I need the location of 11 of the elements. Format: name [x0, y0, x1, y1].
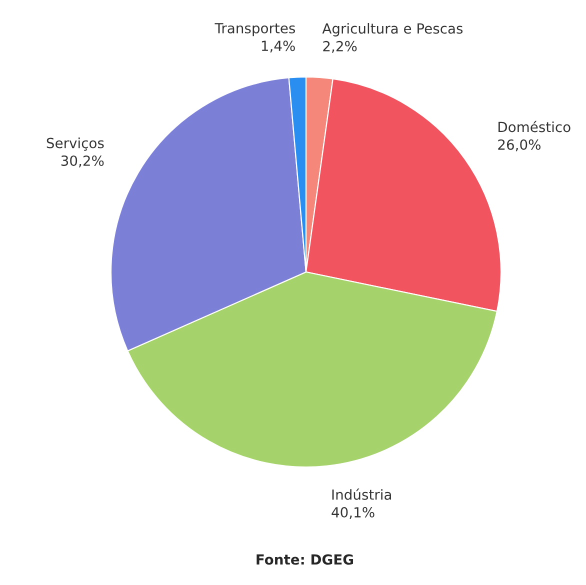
data-label: 1,4% — [262, 40, 295, 53]
slice-label: Transportes — [214, 23, 296, 36]
source-note: Fonte: DGEG — [256, 554, 354, 565]
slice-label: Doméstico — [498, 120, 570, 132]
slice-label: Agricultura e Pescas — [322, 23, 463, 36]
slice-label: Serviços — [46, 138, 104, 151]
data-label: 30,2% — [61, 155, 104, 168]
data-label: 40,1% — [332, 507, 374, 519]
slice-label: Indústria — [332, 488, 391, 500]
data-label: 26,0% — [498, 139, 541, 152]
data-label: 2,2% — [323, 40, 357, 53]
